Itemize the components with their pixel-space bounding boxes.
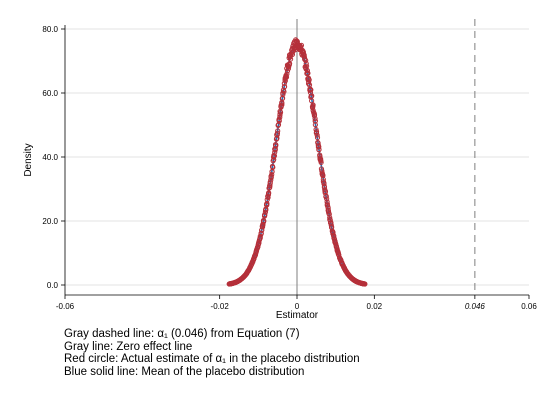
placebo-estimate-circle xyxy=(303,57,309,64)
placebo-estimate-circle xyxy=(320,173,326,179)
placebo-estimate-circle xyxy=(304,67,310,74)
placebo-estimate-circle xyxy=(281,89,287,95)
placebo-estimate-circle xyxy=(275,128,281,134)
placebo-estimate-circle xyxy=(327,217,333,223)
placebo-estimate-circle xyxy=(272,149,278,155)
placebo-estimate-circle xyxy=(274,135,280,141)
x-tick-label: 0.06 xyxy=(521,302,537,311)
placebo-estimate-circle xyxy=(314,134,321,141)
placebo-estimate-circle xyxy=(303,61,309,67)
placebo-estimate-circle xyxy=(309,93,315,99)
placebo-estimate-circle xyxy=(318,156,324,162)
placebo-estimate-circle xyxy=(255,243,261,250)
placebo-estimate-circle xyxy=(276,118,282,124)
placebo-estimate-circle xyxy=(262,212,268,218)
placebo-estimate-circle xyxy=(266,185,272,191)
x-axis-title: Estimator xyxy=(276,310,319,321)
placebo-estimate-circle xyxy=(312,115,318,122)
note-dashed-line: Gray dashed line: α₁ (0.046) from Equati… xyxy=(64,328,300,340)
placebo-estimate-circle xyxy=(323,193,329,199)
placebo-estimate-circle xyxy=(271,153,278,159)
placebo-estimate-circle xyxy=(318,158,324,164)
placebo-estimate-circle xyxy=(310,102,316,108)
placebo-estimate-circle xyxy=(281,84,287,90)
note-zero-line: Gray line: Zero effect line xyxy=(64,340,193,353)
placebo-estimate-circle xyxy=(263,207,269,213)
note-red-circle: Red circle: Actual estimate of α₁ in the… xyxy=(64,353,360,365)
y-tick-label: 80.0 xyxy=(42,25,58,34)
placebo-estimate-circle xyxy=(283,74,290,80)
placebo-estimate-circle xyxy=(311,112,318,118)
placebo-estimate-circle xyxy=(261,218,267,224)
placebo-estimate-circle xyxy=(270,164,276,170)
placebo-estimate-circle xyxy=(277,114,283,120)
y-tick-label: 0.0 xyxy=(47,281,59,290)
placebo-estimate-circle xyxy=(316,146,322,153)
reference-lines xyxy=(296,19,476,295)
placebo-estimate-circle xyxy=(265,191,272,197)
y-tick-label: 20.0 xyxy=(42,217,58,226)
y-axis-title: Density xyxy=(23,143,34,176)
placebo-estimate-circle xyxy=(308,87,314,93)
note-blue-line: Blue solid line: Mean of the placebo dis… xyxy=(64,365,305,378)
placebo-estimate-circle xyxy=(322,188,329,194)
x-tick-label: 0.046 xyxy=(465,302,486,311)
placebo-estimate-circle xyxy=(326,211,332,217)
chart-notes: Gray dashed line: α₁ (0.046) from Equati… xyxy=(64,328,534,378)
placebo-estimate-circle xyxy=(269,172,275,178)
placebo-estimate-circle xyxy=(281,80,287,87)
placebo-estimate-circle xyxy=(327,214,333,221)
x-tick-label: -0.06 xyxy=(56,302,75,311)
axes xyxy=(61,25,530,299)
placebo-estimate-circle xyxy=(264,202,270,208)
placebo-estimate-circle xyxy=(274,130,281,136)
placebo-series xyxy=(226,37,368,287)
tick-labels: 0.0 20.0 40.0 60.0 80.0 -0.06 -0.02 0 0.02 0.046 0… xyxy=(42,25,537,311)
placebo-estimate-circle xyxy=(325,205,331,211)
placebo-estimate-circle xyxy=(324,196,330,202)
placebo-estimate-circle xyxy=(314,132,320,138)
placebo-estimate-circle xyxy=(262,209,268,215)
placebo-estimate-circle xyxy=(273,142,279,148)
placebo-estimate-circle xyxy=(362,281,368,287)
placebo-estimate-circle xyxy=(306,77,312,83)
placebo-estimate-circle xyxy=(324,199,330,205)
x-tick-label: 0.02 xyxy=(367,302,383,311)
placebo-estimate-circle xyxy=(316,144,322,150)
y-tick-label: 40.0 xyxy=(42,153,58,162)
placebo-estimate-circle xyxy=(259,224,266,230)
placebo-estimate-circle xyxy=(305,70,311,76)
placebo-estimate-circle xyxy=(328,222,334,228)
x-tick-label: 0 xyxy=(295,302,300,311)
x-tick-label: -0.02 xyxy=(211,302,230,311)
y-tick-label: 60.0 xyxy=(42,89,58,98)
placebo-estimate-circle xyxy=(267,179,273,185)
placebo-estimate-circle xyxy=(300,49,307,55)
placebo-estimate-circle xyxy=(312,118,318,124)
placebo-estimate-circle xyxy=(258,230,264,236)
placebo-estimate-circle xyxy=(284,71,290,77)
placebo-estimate-circle xyxy=(312,122,318,128)
placebo-estimate-circle xyxy=(277,109,284,115)
